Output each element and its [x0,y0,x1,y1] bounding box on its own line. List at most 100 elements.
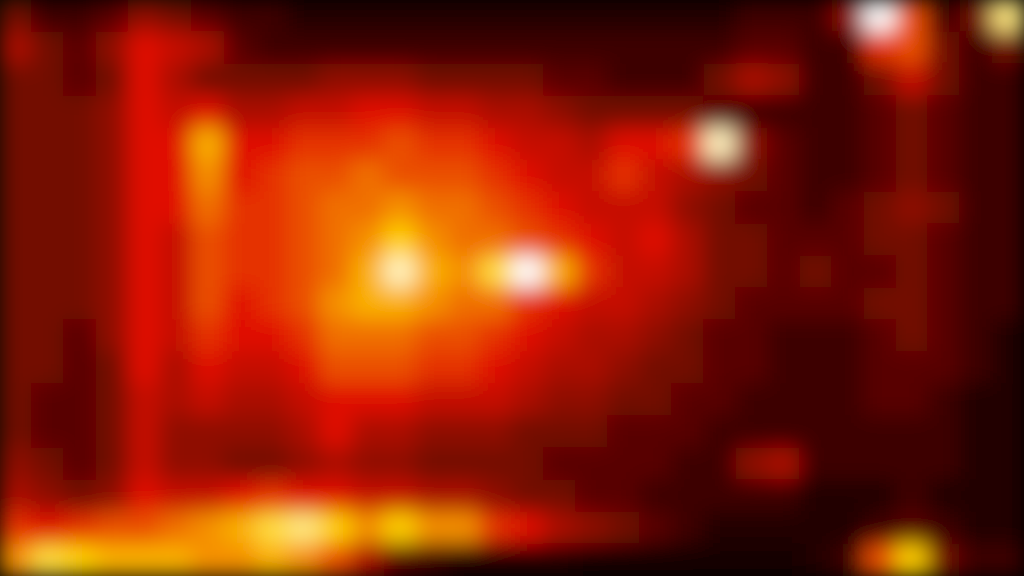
heatmap-cell [896,160,929,193]
heatmap-cell [832,512,865,545]
heatmap-cell [800,160,833,193]
heatmap-cell [512,128,545,161]
heatmap-cell [640,192,673,225]
heatmap-cell [288,32,321,65]
heatmap-cell [448,480,481,513]
heatmap-cell [672,160,705,193]
heatmap-cell [768,160,801,193]
heatmap-cell [544,32,577,65]
heatmap-cell [832,384,865,417]
heatmap-cell [576,288,609,321]
heatmap-cell [256,448,289,481]
heatmap-cell [704,224,737,257]
heatmap-cell [864,480,897,513]
heatmap-cell [480,384,513,417]
heatmap-cell [800,416,833,449]
heatmap-cell [32,256,65,289]
heatmap-cell [352,64,385,97]
heatmap-cell [768,128,801,161]
heatmap-cell [64,160,97,193]
heatmap-cell [736,64,769,97]
heatmap-cell [704,448,737,481]
heatmap-cell [960,32,993,65]
heatmap-cell [576,0,609,33]
heatmap-cell [512,416,545,449]
heatmap-cell [640,480,673,513]
heatmap-cell [160,288,193,321]
heatmap-cell [160,128,193,161]
heatmap-cell [864,32,897,65]
heatmap-cell [576,160,609,193]
heatmap-cell [384,192,417,225]
heatmap-cell [992,384,1024,417]
heatmap-cell [704,512,737,545]
heatmap-cell [160,544,193,576]
heatmap-cell [384,224,417,257]
heatmap-cell [288,480,321,513]
heatmap-cell [32,160,65,193]
heatmap-cell [160,192,193,225]
heatmap-cell [480,480,513,513]
heatmap-cell [896,128,929,161]
heatmap-cell [736,96,769,129]
heatmap-cell [448,160,481,193]
heatmap-cell [704,160,737,193]
heatmap-cell [864,256,897,289]
heatmap-cell [224,128,257,161]
heatmap-cell [832,288,865,321]
heatmap-cell [896,288,929,321]
heatmap-cell [384,160,417,193]
heatmap-cell [768,416,801,449]
heatmap-cell [864,448,897,481]
heatmap-cell [288,256,321,289]
heatmap-cell [64,384,97,417]
heatmap-cell [640,224,673,257]
heatmap-cell [992,192,1024,225]
heatmap-cell [32,32,65,65]
heatmap-cell [992,544,1024,576]
heatmap-cell [320,192,353,225]
heatmap-cell [768,0,801,33]
heatmap-cell [416,448,449,481]
heatmap-cell [544,224,577,257]
heatmap-cell [256,0,289,33]
heatmap-cell [192,288,225,321]
heatmap-cell [96,224,129,257]
heatmap-cell [352,32,385,65]
heatmap-cell [992,512,1024,545]
heatmap-cell [544,288,577,321]
heatmap-cell [96,384,129,417]
heatmap-cell [0,448,33,481]
heatmap-cell [864,416,897,449]
heatmap-cell [384,128,417,161]
heatmap-cell [96,192,129,225]
heatmap-cell [384,32,417,65]
heatmap-cell [736,288,769,321]
heatmap-cell [192,544,225,576]
heatmap-cell [160,480,193,513]
heatmap-cell [384,544,417,576]
heatmap-cell [32,224,65,257]
heatmap-cell [512,352,545,385]
heatmap-cell [640,96,673,129]
heatmap-cell [800,480,833,513]
heatmap-cell [672,192,705,225]
heatmap-cell [96,64,129,97]
heatmap-cell [928,416,961,449]
heatmap-cell [544,352,577,385]
heatmap-cell [416,192,449,225]
heatmap-cell [448,32,481,65]
heatmap-cell [896,64,929,97]
heatmap-cell [704,96,737,129]
heatmap-cell [384,512,417,545]
heatmap-cell [0,416,33,449]
heatmap-cell [288,416,321,449]
heatmap-cell [544,192,577,225]
heatmap-cell [64,96,97,129]
heatmap-cell [800,128,833,161]
heatmap-cell [160,352,193,385]
heatmap-cell [160,96,193,129]
heatmap-cell [448,320,481,353]
heatmap-cell [704,192,737,225]
heatmap-cell [96,448,129,481]
